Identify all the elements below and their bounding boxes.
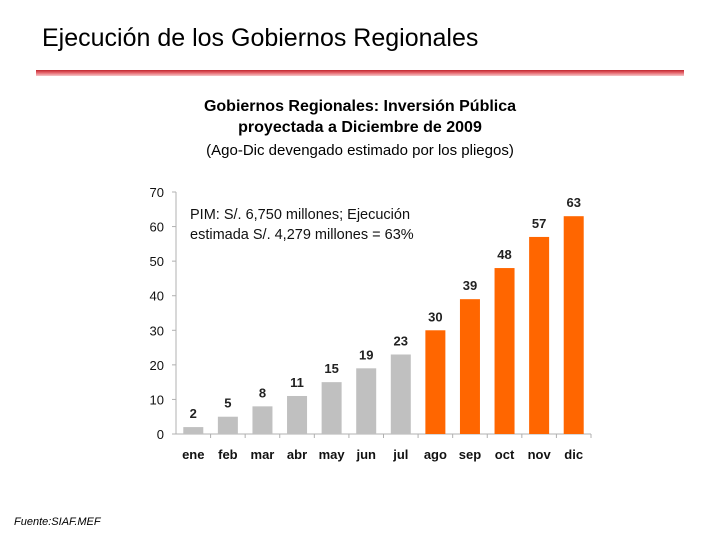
bar-abr <box>287 395 308 434</box>
chart-subtitle: (Ago-Dic devengado estimado por los plie… <box>206 142 514 159</box>
x-tick-label-jun: jun <box>355 447 376 462</box>
data-label-mar: 8 <box>259 385 266 400</box>
y-tick-label: 40 <box>150 289 164 304</box>
y-tick-label: 0 <box>157 427 164 442</box>
data-label-jul: 23 <box>394 333 408 348</box>
x-tick-label-dic: dic <box>564 447 583 462</box>
bar-oct <box>494 268 515 434</box>
data-label-ago: 30 <box>428 309 442 324</box>
data-label-feb: 5 <box>224 396 231 411</box>
bar-feb <box>217 416 238 434</box>
chart-title-line-2: proyectada a Diciembre de 2009 <box>238 119 482 136</box>
x-tick-label-ago: ago <box>424 447 447 462</box>
x-tick-label-may: may <box>319 447 346 462</box>
data-label-nov: 57 <box>532 216 546 231</box>
chart-title-line-1: Gobiernos Regionales: Inversión Pública <box>203 98 517 115</box>
source-note: Fuente:SIAF.MEF <box>14 516 101 528</box>
data-label-sep: 39 <box>463 278 477 293</box>
chart-annotation-line-1: PIM: S/. 6,750 millones; Ejecución <box>190 207 411 223</box>
x-tick-label-nov: nov <box>528 447 552 462</box>
data-label-dic: 63 <box>566 195 580 210</box>
bar-ene <box>183 427 204 434</box>
x-tick-label-feb: feb <box>218 447 238 462</box>
x-tick-label-jul: jul <box>392 447 408 462</box>
y-tick-label: 60 <box>150 220 164 235</box>
data-label-ene: 2 <box>190 406 197 421</box>
bar-dic <box>563 216 584 434</box>
title-rule <box>36 70 684 76</box>
y-tick-label: 30 <box>150 323 164 338</box>
data-label-abr: 11 <box>290 375 304 390</box>
y-tick-label: 50 <box>150 254 164 269</box>
chart-annotation-line-2: estimada S/. 4,279 millones = 63% <box>190 227 414 243</box>
x-tick-label-oct: oct <box>495 447 515 462</box>
x-tick-label-ene: ene <box>182 447 204 462</box>
data-label-jun: 19 <box>359 347 373 362</box>
bar-jul <box>390 354 411 434</box>
x-tick-label-mar: mar <box>251 447 275 462</box>
y-tick-label: 70 <box>150 185 164 200</box>
bar-sep <box>459 299 480 434</box>
y-tick-label: 20 <box>150 358 164 373</box>
bar-nov <box>529 236 550 434</box>
bar-may <box>321 382 342 434</box>
x-tick-label-abr: abr <box>287 447 307 462</box>
bar-ago <box>425 330 446 434</box>
slide-title: Ejecución de los Gobiernos Regionales <box>42 24 479 52</box>
data-label-may: 15 <box>324 361 338 376</box>
bar-mar <box>252 406 273 434</box>
y-tick-label: 10 <box>150 392 164 407</box>
bar-jun <box>356 368 377 434</box>
x-tick-label-sep: sep <box>459 447 481 462</box>
data-label-oct: 48 <box>497 247 511 262</box>
